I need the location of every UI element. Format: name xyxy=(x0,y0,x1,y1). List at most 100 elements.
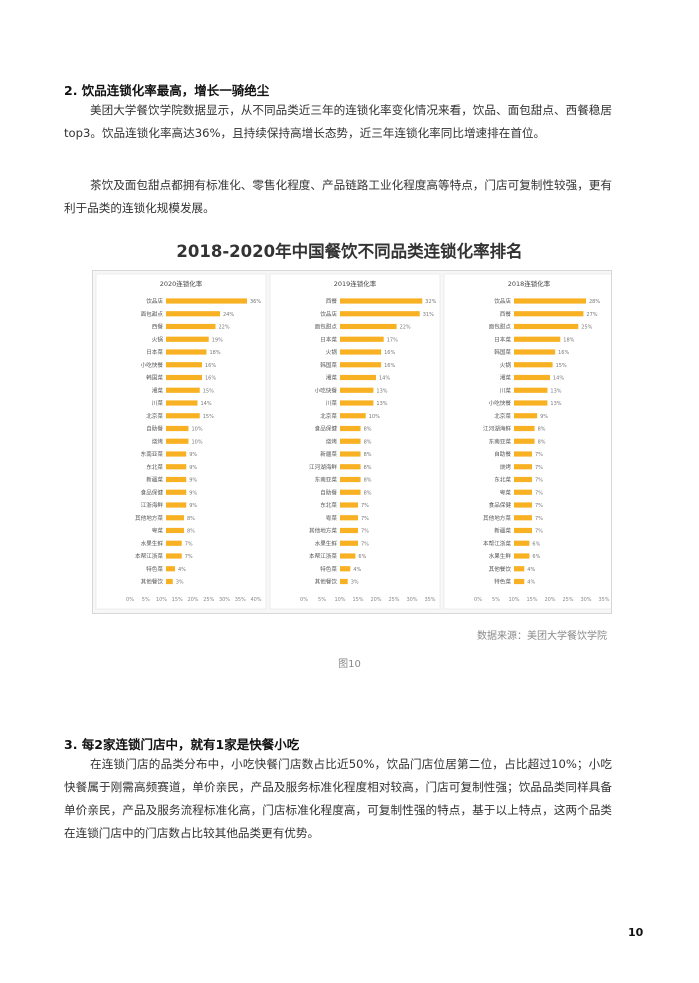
chart-1-bar xyxy=(166,566,175,572)
chart-3-data-label: 14% xyxy=(553,376,564,382)
chart-1-category-label: 湘菜 xyxy=(152,386,164,394)
chart-3-category-label: 本帮江浙菜 xyxy=(483,539,511,547)
chart-1-data-label: 10% xyxy=(192,439,203,445)
chart-1-category-label: 小吃快餐 xyxy=(141,361,164,369)
chart-3-bar xyxy=(514,336,561,342)
chart-2-bar xyxy=(340,515,358,521)
chart-3-bar xyxy=(514,476,532,483)
chart-1-tick-label: 30% xyxy=(219,597,230,603)
chart-2-category-label: 湘菜 xyxy=(326,374,338,382)
chart-1-category-label: 自助餐 xyxy=(146,425,163,433)
chart-1-data-label: 10% xyxy=(192,427,203,433)
chart-2-category-label: 饮品店 xyxy=(320,310,337,318)
chart-1-bar xyxy=(166,400,198,406)
section-2-heading: 2. 饮品连锁化率最高，增长一骑绝尘 xyxy=(64,83,270,98)
chart-frame: 2020连锁化率 饮品店 36% 面包甜点 24% 西餐 22% 火锅 19% 日本菜 18% 小吃快… xyxy=(92,270,615,614)
chart-1-data-label: 8% xyxy=(187,529,195,535)
chart-2-tick-label: 5% xyxy=(318,597,326,603)
chart-1-category-label: 火锅 xyxy=(152,335,164,343)
chart-2-tick-label: 10% xyxy=(334,597,345,603)
chart-2-category-label: 粤菜 xyxy=(326,514,338,522)
chart-3-tick-label: 15% xyxy=(526,597,537,603)
chart-1-tick-label: 20% xyxy=(187,597,198,603)
chart-1-category-label: 北京菜 xyxy=(146,412,163,420)
chart-1-data-label: 15% xyxy=(203,388,214,394)
chart-3-category-label: 北京菜 xyxy=(494,412,511,420)
chart-2-category-label: 自助餐 xyxy=(320,488,337,496)
chart-1-category-label: 本帮江浙菜 xyxy=(135,552,163,560)
chart-3-bar xyxy=(514,438,535,444)
chart-1-data-label: 15% xyxy=(203,414,214,420)
chart-2-bar xyxy=(340,566,351,572)
chart-3-category-label: 东北菜 xyxy=(494,476,511,484)
chart-2-data-label: 8% xyxy=(364,478,372,484)
chart-1-bar xyxy=(166,362,202,368)
chart-2-data-label: 10% xyxy=(369,414,380,420)
chart-2-bar xyxy=(340,413,366,419)
chart-1-category-label: 面包甜点 xyxy=(141,310,164,318)
chart-2-category-label: 面包甜点 xyxy=(315,323,338,331)
chart-3-category-label: 粤菜 xyxy=(500,488,512,496)
chart-3-bar xyxy=(514,540,530,546)
chart-3-bar xyxy=(514,553,530,559)
chart-2-data-label: 22% xyxy=(400,325,411,331)
chart-3-category-label: 水果生鲜 xyxy=(489,552,512,560)
chart-1-bar xyxy=(166,311,220,317)
section-3-paragraph-1: 在连锁门店的品类分布中，小吃快餐门店数占比近50%，饮品门店位居第二位，占比超过… xyxy=(64,757,612,840)
chart-2-category-label: 新疆菜 xyxy=(320,450,337,458)
chart-3-category-label: 新疆菜 xyxy=(494,527,511,535)
chart-3-category-label: 韩国菜 xyxy=(494,348,511,356)
chart-2-data-label: 7% xyxy=(361,529,369,535)
chart-2-category-label: 本帮江浙菜 xyxy=(309,552,337,560)
chart-2-category-label: 西餐 xyxy=(326,297,338,305)
chart-1-bar xyxy=(166,374,202,381)
chart-3-data-label: 9% xyxy=(540,414,548,420)
chart-1-tick-label: 40% xyxy=(250,597,261,603)
chart-2-category-label: 其他餐饮 xyxy=(315,578,338,586)
chart-2-data-label: 8% xyxy=(364,439,372,445)
chart-3-bar xyxy=(514,374,550,381)
chart-1-category-label: 新疆菜 xyxy=(146,476,163,484)
chart-2-tick-label: 20% xyxy=(370,597,381,603)
section-2-paragraph-2: 茶饮及面包甜点都拥有标准化、零售化程度、产品链路工业化程度高等特点，门店可复制性… xyxy=(64,178,612,215)
chart-1-category-label: 水果生鲜 xyxy=(141,539,164,547)
chart-3-category-label: 东南亚菜 xyxy=(489,437,512,445)
chart-1-data-label: 9% xyxy=(189,465,197,471)
chart-3-category-label: 火锅 xyxy=(500,361,512,369)
chart-1-tick-label: 35% xyxy=(235,597,246,603)
chart-1-category-label: 川菜 xyxy=(152,399,164,407)
chart-1-category-label: 烧烤 xyxy=(152,437,164,445)
chart-3-data-label: 28% xyxy=(589,299,600,305)
chart-1-data-label: 9% xyxy=(189,478,197,484)
chart-1-tick-label: 25% xyxy=(203,597,214,603)
chart-2-bar xyxy=(340,374,376,381)
chart-2-bar xyxy=(340,553,356,559)
chart-1-bar xyxy=(166,527,184,534)
chart-1-category-label: 西餐 xyxy=(152,323,164,331)
chart-3-data-label: 6% xyxy=(532,541,540,547)
chart-2-tick-label: 25% xyxy=(388,597,399,603)
chart-3-tick-label: 20% xyxy=(544,597,555,603)
chart-2-bar xyxy=(340,540,358,546)
page-number: 10 xyxy=(628,926,644,939)
chart-3-bar xyxy=(514,502,532,508)
chart-2-bar xyxy=(340,451,361,457)
chart-3-bar xyxy=(514,413,538,419)
chart-2-bar xyxy=(340,464,361,470)
chart-1-bar xyxy=(166,540,182,546)
chart-3-bar xyxy=(514,298,586,304)
chart-title-1: 2020连锁化率 xyxy=(160,279,203,288)
chart-2-bar xyxy=(340,489,361,495)
chart-3-data-label: 13% xyxy=(550,388,561,394)
chart-1-data-label: 36% xyxy=(250,299,261,305)
section-3-heading: 3. 每2家连锁门店中，就有1家是快餐小吃 xyxy=(64,737,300,752)
chart-1-data-label: 9% xyxy=(189,503,197,509)
chart-3-tick-label: 35% xyxy=(598,597,609,603)
chart-2-data-label: 8% xyxy=(364,427,372,433)
chart-1-bar xyxy=(166,336,209,342)
chart-3-bar xyxy=(514,323,579,330)
chart-3-tick-label: 30% xyxy=(580,597,591,603)
chart-2-data-label: 14% xyxy=(379,376,390,382)
chart-2-category-label: 特色菜 xyxy=(320,565,337,573)
chart-3-data-label: 7% xyxy=(535,465,543,471)
